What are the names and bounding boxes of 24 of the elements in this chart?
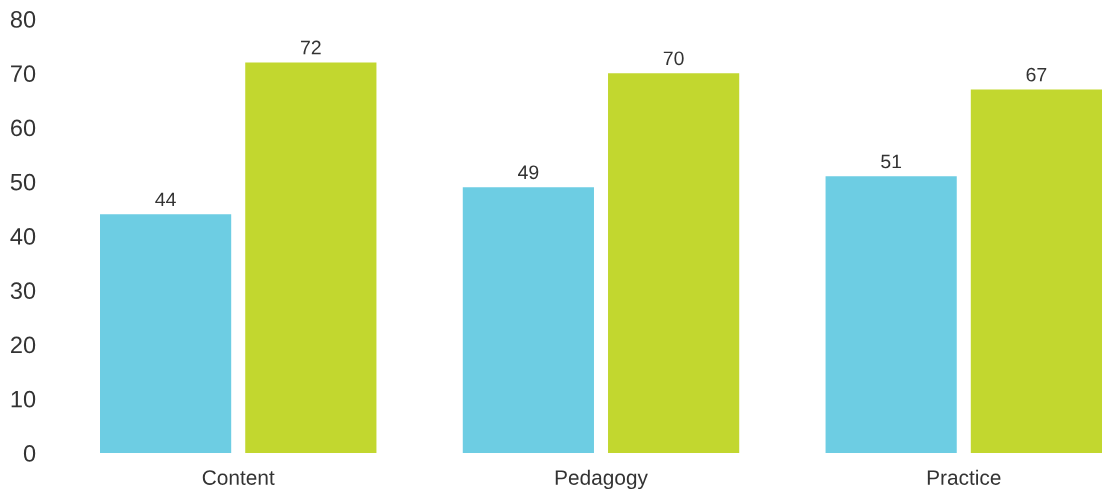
y-tick-label: 50 [10, 173, 36, 191]
x-tick-label: Pedagogy [555, 469, 648, 490]
data-label: 67 [1026, 67, 1047, 82]
data-label: 44 [155, 192, 176, 207]
y-tick-label: 30 [10, 282, 36, 300]
x-tick-label: Content [202, 470, 275, 485]
bar [245, 62, 377, 453]
y-tick-label: 80 [10, 11, 36, 28]
bar [825, 176, 957, 453]
bar [100, 214, 232, 453]
y-tick-label: 60 [11, 119, 36, 137]
x-tick-label: Practice [927, 469, 1001, 485]
bar [462, 187, 594, 453]
y-tick-label: 20 [11, 336, 36, 354]
data-label: 51 [881, 154, 902, 169]
bar [608, 73, 740, 453]
y-tick-label: 0 [23, 445, 36, 462]
y-tick-label: 70 [11, 65, 36, 83]
data-label: 70 [663, 51, 684, 66]
data-label: 72 [301, 40, 321, 55]
data-label: 49 [518, 165, 539, 180]
bar [970, 89, 1102, 453]
y-tick-label: 40 [10, 228, 36, 245]
y-tick-label: 10 [11, 390, 36, 408]
